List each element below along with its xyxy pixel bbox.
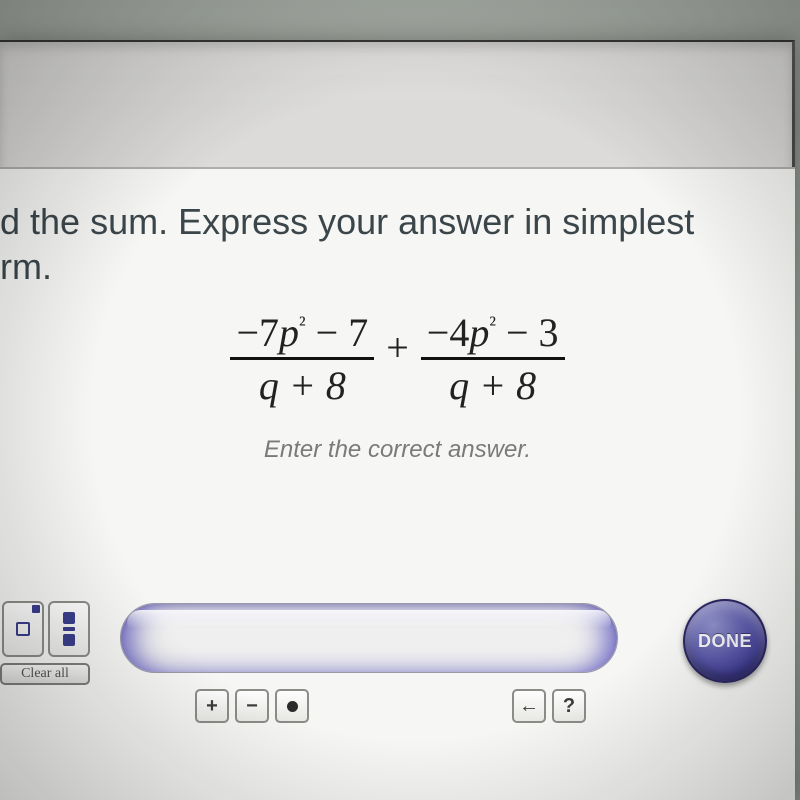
exponent-key[interactable] — [2, 601, 44, 657]
fraction-1-bar — [230, 357, 374, 360]
done-button[interactable]: DONE — [683, 599, 767, 683]
operator-keys: + − — [195, 689, 309, 723]
fraction-1: −7p² − 7 q + 8 — [230, 311, 374, 410]
math-expression: −7p² − 7 q + 8 + −4p² − 3 q + 8 — [0, 311, 795, 410]
fraction-1-denominator: q + 8 — [253, 362, 352, 410]
plus-operator: + — [380, 324, 415, 397]
fraction-2-bar — [421, 357, 565, 360]
fraction-2-denominator: q + 8 — [443, 362, 542, 410]
fraction-2: −4p² − 3 q + 8 — [421, 311, 565, 410]
fraction-key[interactable] — [48, 601, 90, 657]
fraction-icon — [63, 612, 75, 646]
fraction-2-numerator: −4p² − 3 — [421, 311, 565, 355]
question-panel: d the sum. Express your answer in simple… — [0, 167, 795, 800]
dot-key[interactable] — [275, 689, 309, 723]
question-line-2: rm. — [0, 246, 52, 287]
minus-key[interactable]: − — [235, 689, 269, 723]
question-line-1: d the sum. Express your answer in simple… — [0, 201, 694, 242]
done-label: DONE — [698, 631, 752, 652]
backspace-key[interactable]: ← — [512, 689, 546, 723]
template-keys: Clear all — [0, 601, 90, 685]
fraction-1-numerator: −7p² − 7 — [230, 311, 374, 355]
help-key[interactable]: ? — [552, 689, 586, 723]
answer-input[interactable] — [120, 603, 618, 673]
answer-toolbar: Clear all DONE + − ← ? — [0, 601, 795, 771]
plus-key[interactable]: + — [195, 689, 229, 723]
nav-keys: ← ? — [512, 689, 586, 723]
question-text: d the sum. Express your answer in simple… — [0, 169, 795, 289]
clear-all-button[interactable]: Clear all — [0, 663, 90, 685]
hint-text: Enter the correct answer. — [0, 436, 795, 464]
screen-surface: d the sum. Express your answer in simple… — [0, 40, 795, 800]
